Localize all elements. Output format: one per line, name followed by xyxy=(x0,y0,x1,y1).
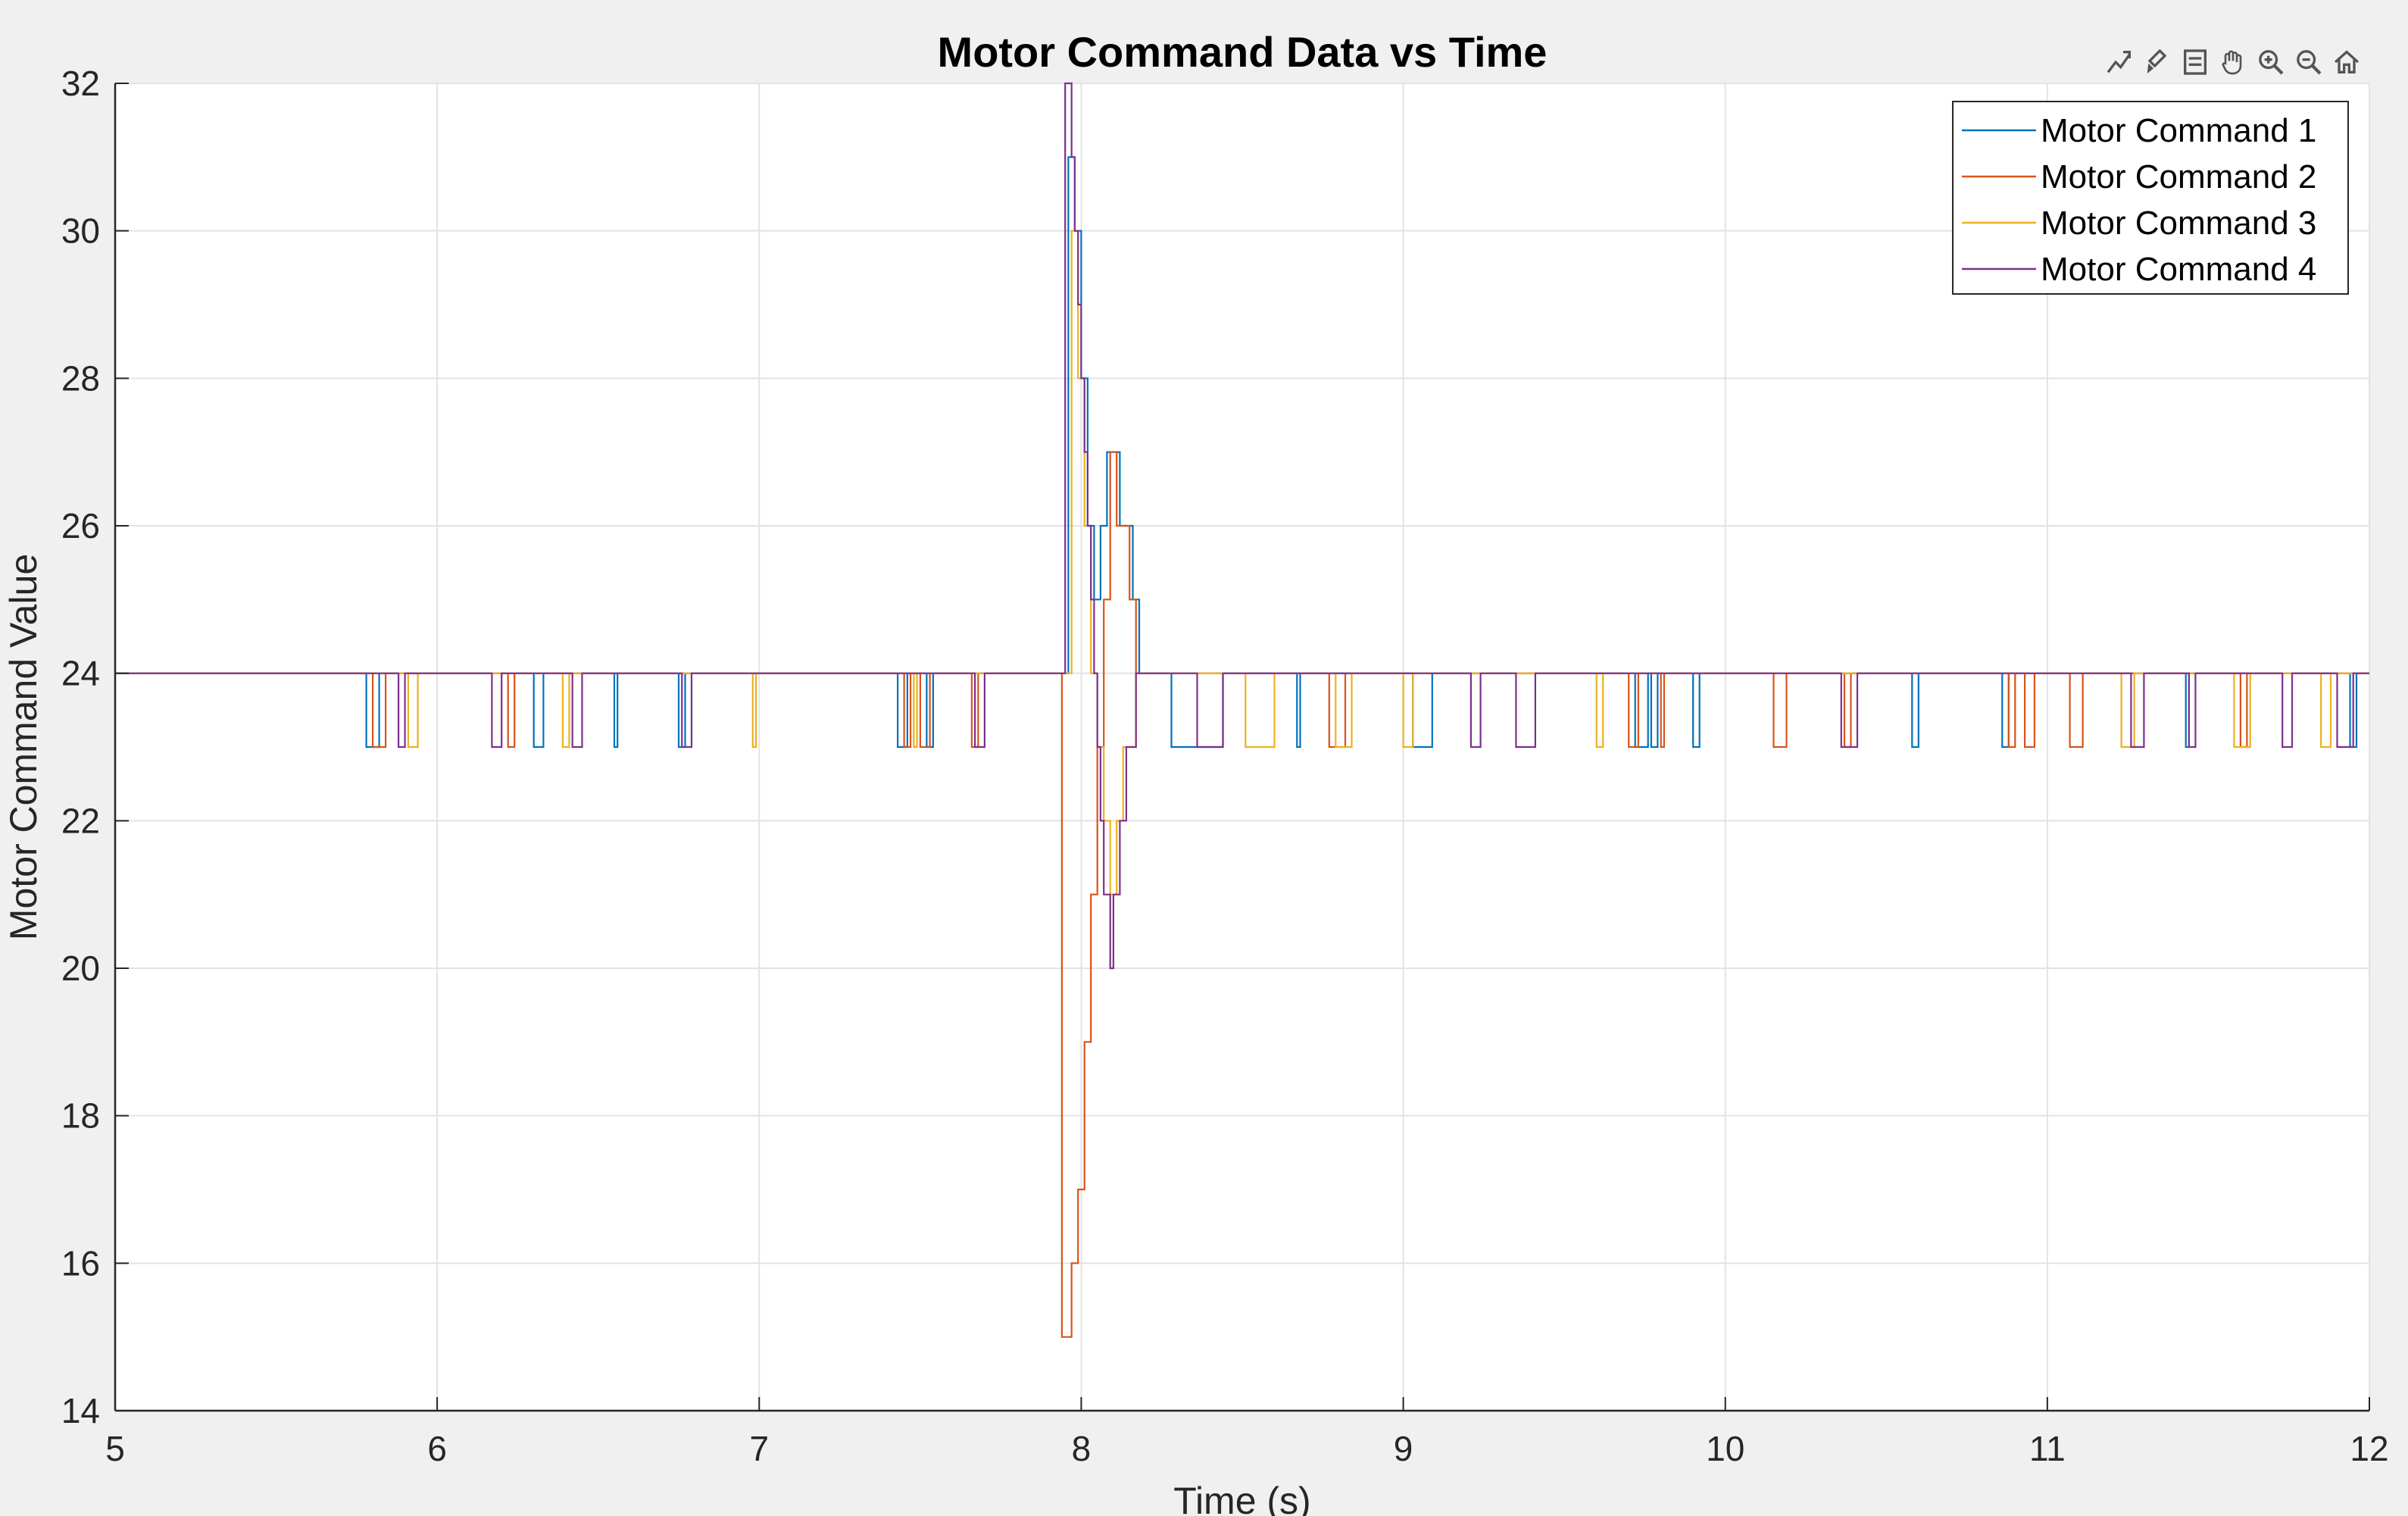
y-tick-label: 16 xyxy=(61,1243,100,1283)
y-tick-label: 30 xyxy=(61,211,100,251)
x-tick-label: 6 xyxy=(427,1429,447,1468)
axes-frame xyxy=(114,83,2369,1412)
x-tick-label: 9 xyxy=(1394,1429,1413,1468)
datatip-list-icon[interactable] xyxy=(2178,45,2213,80)
x-tick-label: 11 xyxy=(2029,1429,2066,1468)
chart-title: Motor Command Data vs Time xyxy=(938,28,1548,76)
series-layer xyxy=(115,82,2369,1338)
zoom-out-icon[interactable] xyxy=(2291,45,2326,80)
legend[interactable]: Motor Command 1 Motor Command 2 Motor Comm… xyxy=(1952,101,2349,295)
y-tick-label: 28 xyxy=(61,358,100,398)
axis-ticks: 5 6 7 8 9 10 11 12 14 16 18 20 22 24 26 28 30 32 xyxy=(61,64,2389,1468)
y-axis-label: Motor Command Value xyxy=(2,554,45,940)
y-tick-label: 20 xyxy=(61,949,100,988)
y-tick-label: 26 xyxy=(61,506,100,545)
legend-entry: Motor Command 2 xyxy=(2041,158,2316,195)
home-icon[interactable] xyxy=(2329,45,2364,80)
y-tick-label: 32 xyxy=(61,64,100,103)
axes-toolbar xyxy=(2102,44,2364,80)
series-line-2[interactable] xyxy=(115,451,2369,1338)
x-axis-label: Time (s) xyxy=(1173,1480,1310,1516)
legend-entry: Motor Command 3 xyxy=(2041,205,2316,242)
x-tick-label: 8 xyxy=(1072,1429,1092,1468)
y-tick-label: 18 xyxy=(61,1096,100,1136)
series-line-3[interactable] xyxy=(115,230,2369,896)
x-tick-label: 10 xyxy=(1706,1429,1744,1468)
data-tips-icon[interactable] xyxy=(2102,45,2137,80)
y-tick-label: 22 xyxy=(61,801,100,840)
x-tick-label: 12 xyxy=(2350,1429,2388,1468)
series-line-4[interactable] xyxy=(115,82,2369,970)
pan-hand-icon[interactable] xyxy=(2216,45,2250,80)
legend-entry: Motor Command 4 xyxy=(2041,251,2316,288)
y-tick-label: 14 xyxy=(61,1391,100,1430)
plot-area[interactable] xyxy=(115,83,2369,1411)
zoom-in-icon[interactable] xyxy=(2253,45,2288,80)
x-tick-label: 7 xyxy=(749,1429,769,1468)
x-tick-label: 5 xyxy=(105,1429,125,1468)
legend-entry: Motor Command 1 xyxy=(2041,112,2316,149)
legend-box xyxy=(1952,101,2349,295)
brush-icon[interactable] xyxy=(2140,45,2175,80)
y-tick-label: 24 xyxy=(61,654,100,693)
